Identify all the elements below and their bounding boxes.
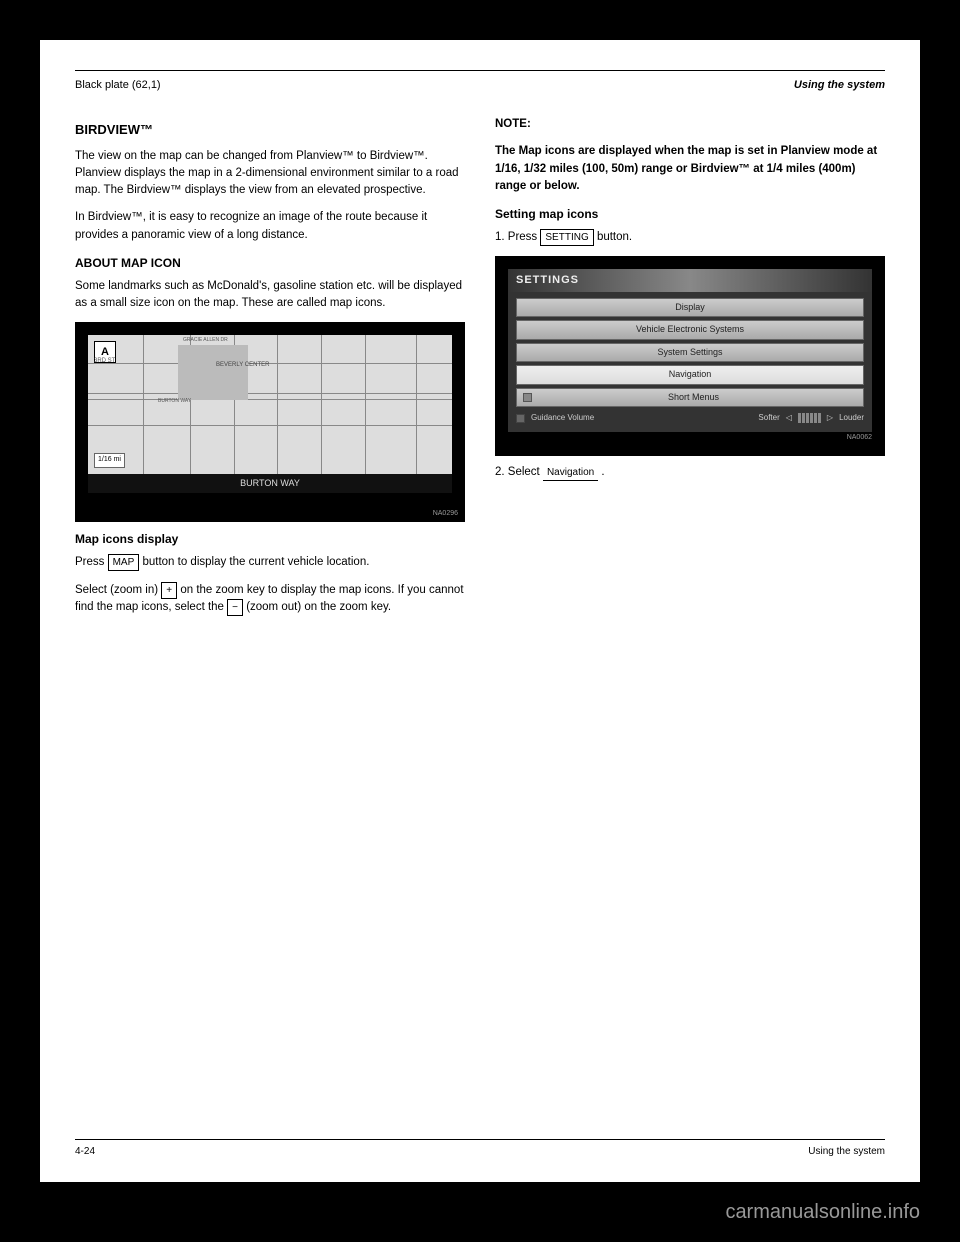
settings-title: SETTINGS xyxy=(508,269,872,292)
watermark: carmanualsonline.info xyxy=(725,1201,920,1224)
map-icons-display-heading: Map icons display xyxy=(75,530,465,548)
volume-left-arrow-icon: ◁ xyxy=(786,412,792,424)
map-3rd-st: 3RD ST xyxy=(94,357,115,366)
map-icons-display-p1: Press MAP button to display the current … xyxy=(75,554,465,571)
step2: 2. Select Navigation . xyxy=(495,464,885,481)
note-text: The Map icons are displayed when the map… xyxy=(495,143,885,195)
map-scale: 1/16 mi xyxy=(94,453,125,468)
zoom-in-button[interactable]: + xyxy=(161,582,177,599)
map-figure: BEVERLY CENTER A 1/16 mi GRACIE ALLEN DR… xyxy=(75,322,465,522)
guidance-checkbox-icon xyxy=(516,414,525,423)
volume-bar[interactable] xyxy=(798,413,821,423)
settings-navigation[interactable]: Navigation xyxy=(516,365,864,385)
about-map-icon-text: Some landmarks such as McDonald's, gasol… xyxy=(75,278,465,313)
page-footer: 4-24 Using the system xyxy=(75,1139,885,1157)
settings-figure: SETTINGS Display Vehicle Electronic Syst… xyxy=(495,256,885,456)
birdview-p2: In Birdview™, it is easy to recognize an… xyxy=(75,209,465,244)
short-menus-checkbox-icon xyxy=(523,393,532,402)
map-icons-display-p2: Select (zoom in) + on the zoom key to di… xyxy=(75,582,465,617)
footer-section: Using the system xyxy=(808,1146,885,1157)
zoom-out-button[interactable]: − xyxy=(227,599,243,616)
settings-short-menus[interactable]: Short Menus xyxy=(516,388,864,408)
right-column: NOTE: The Map icons are displayed when t… xyxy=(495,116,885,626)
guidance-volume-row[interactable]: Guidance Volume Softer ◁ ▷ Louder xyxy=(516,410,864,426)
settings-vehicle-electronic[interactable]: Vehicle Electronic Systems xyxy=(516,320,864,340)
guidance-label: Guidance Volume xyxy=(531,412,594,424)
settings-display[interactable]: Display xyxy=(516,298,864,318)
birdview-p1: The view on the map can be changed from … xyxy=(75,148,465,200)
louder-label: Louder xyxy=(839,412,864,424)
header-left: Black plate (62,1) xyxy=(75,79,161,91)
settings-fig-code: NA0062 xyxy=(508,432,872,443)
step1: 1. Press SETTING button. xyxy=(495,229,885,246)
left-column: BIRDVIEW™ The view on the map can be cha… xyxy=(75,116,465,626)
map-poi-block xyxy=(178,345,248,400)
header-right: Using the system xyxy=(794,79,885,91)
note-heading: NOTE: xyxy=(495,116,885,133)
page-number: 4-24 xyxy=(75,1146,95,1157)
volume-right-arrow-icon: ▷ xyxy=(827,412,833,424)
content-columns: BIRDVIEW™ The view on the map can be cha… xyxy=(75,116,885,626)
setting-map-icons-heading: Setting map icons xyxy=(495,205,885,223)
settings-system[interactable]: System Settings xyxy=(516,343,864,363)
map-button[interactable]: MAP xyxy=(108,554,140,571)
map-top-street: GRACIE ALLEN DR xyxy=(183,337,228,345)
map-bottom-street: BURTON WAY xyxy=(88,474,452,494)
settings-body: Display Vehicle Electronic Systems Syste… xyxy=(508,292,872,433)
header-divider xyxy=(75,70,885,71)
birdview-heading: BIRDVIEW™ xyxy=(75,120,465,140)
map-image: BEVERLY CENTER A 1/16 mi GRACIE ALLEN DR… xyxy=(88,335,452,474)
map-poi-label: BEVERLY CENTER xyxy=(216,361,269,370)
map-grid xyxy=(88,335,452,474)
manual-page: Black plate (62,1) Using the system BIRD… xyxy=(40,40,920,1182)
map-fig-code: NA0296 xyxy=(76,493,464,521)
about-map-icon-heading: ABOUT MAP ICON xyxy=(75,254,465,272)
navigation-option[interactable]: Navigation xyxy=(543,465,598,481)
page-header: Black plate (62,1) Using the system xyxy=(75,79,885,91)
map-mid-street: BURTON WAY xyxy=(158,398,191,406)
setting-button[interactable]: SETTING xyxy=(540,229,593,246)
softer-label: Softer xyxy=(758,412,779,424)
